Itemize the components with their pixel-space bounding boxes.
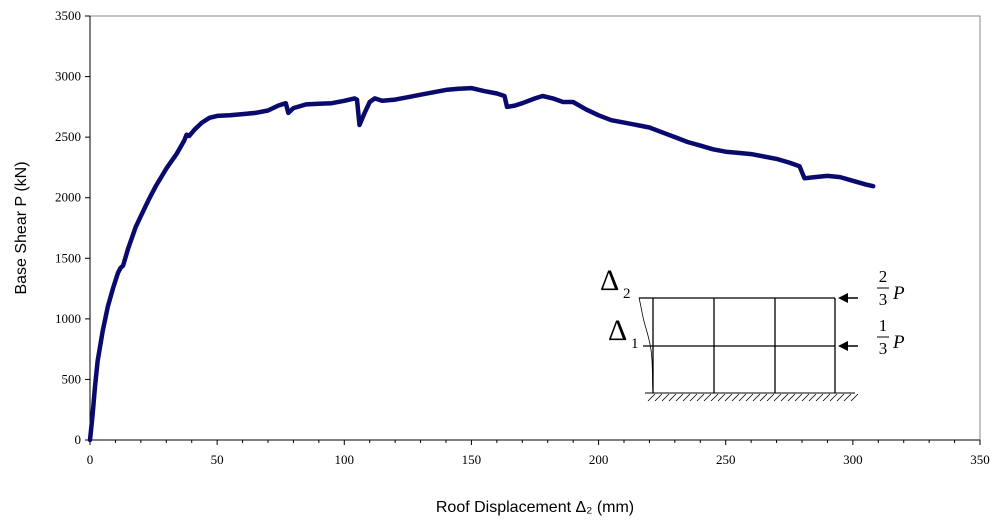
x-tick-label: 250 [716,452,736,467]
ground-hatch-line [689,393,698,402]
load-roof-numerator: 2 [879,267,888,286]
ground-hatch-line [682,393,691,402]
delta-1-label: Δ [608,314,627,347]
ground-hatch-line [752,393,761,402]
ground-hatch-line [836,393,845,402]
x-tick-label: 0 [87,452,94,467]
y-tick-label: 500 [62,371,82,386]
load-arrowhead-roof [838,293,848,303]
ground-hatch-line [647,393,656,402]
x-tick-label: 100 [335,452,355,467]
ground-hatch-line [661,393,670,402]
x-tick-label: 350 [970,452,990,467]
ground-hatch-line [731,393,740,402]
y-axis-title: Base Shear P (kN) [13,161,30,294]
ground-hatch-line [787,393,796,402]
frame-diagram: Δ 2 Δ 1 2 3 P 1 3 P [600,264,905,402]
ground-hatch-line [850,393,859,402]
ground-hatch [647,393,859,402]
ground-hatch-line [710,393,719,402]
y-tick-label: 1500 [55,250,81,265]
y-tick-label: 3500 [55,8,81,23]
y-tick-label: 0 [75,432,82,447]
x-tick-label: 200 [589,452,609,467]
ground-hatch-line [773,393,782,402]
ground-hatch-line [801,393,810,402]
ground-hatch-line [780,393,789,402]
ground-hatch-line [654,393,663,402]
deflected-shape [638,297,654,394]
delta-2-subscript: 2 [623,286,631,302]
ground-hatch-line [794,393,803,402]
load-floor-denominator: 3 [879,339,888,358]
ground-hatch-line [815,393,824,402]
load-roof-denominator: 3 [879,290,888,309]
ground-hatch-line [703,393,712,402]
ground-hatch-line [724,393,733,402]
ground-hatch-line [696,393,705,402]
ground-hatch-line [759,393,768,402]
plot-area-frame [89,15,981,441]
delta-1-subscript: 1 [631,336,639,352]
y-tick-label: 3000 [55,69,81,84]
ground-hatch-line [829,393,838,402]
x-tick-label: 50 [211,452,224,467]
y-tick-label: 2500 [55,129,81,144]
ground-hatch-line [843,393,852,402]
x-axis-title: Roof Displacement Δ₂ (mm) [436,499,634,516]
delta-2-label: Δ [600,264,619,297]
ground-hatch-line [668,393,677,402]
x-ticks: 0 50 100 150 200 250 300 350 [87,440,990,467]
ground-hatch-line [745,393,754,402]
y-ticks: 0 500 1000 1500 2000 2500 3000 3500 [55,8,90,447]
load-floor-numerator: 1 [879,316,888,335]
load-floor-variable: P [892,332,905,353]
x-tick-label: 300 [843,452,863,467]
ground-hatch-line [717,393,726,402]
y-tick-label: 1000 [55,311,81,326]
ground-hatch-line [675,393,684,402]
ground-hatch-line [808,393,817,402]
load-arrowhead-floor [838,341,848,351]
y-tick-label: 2000 [55,190,81,205]
ground-hatch-line [766,393,775,402]
ground-hatch-line [822,393,831,402]
load-roof-variable: P [892,283,905,304]
ground-hatch-line [738,393,747,402]
x-tick-label: 150 [462,452,482,467]
series-line [87,85,876,443]
